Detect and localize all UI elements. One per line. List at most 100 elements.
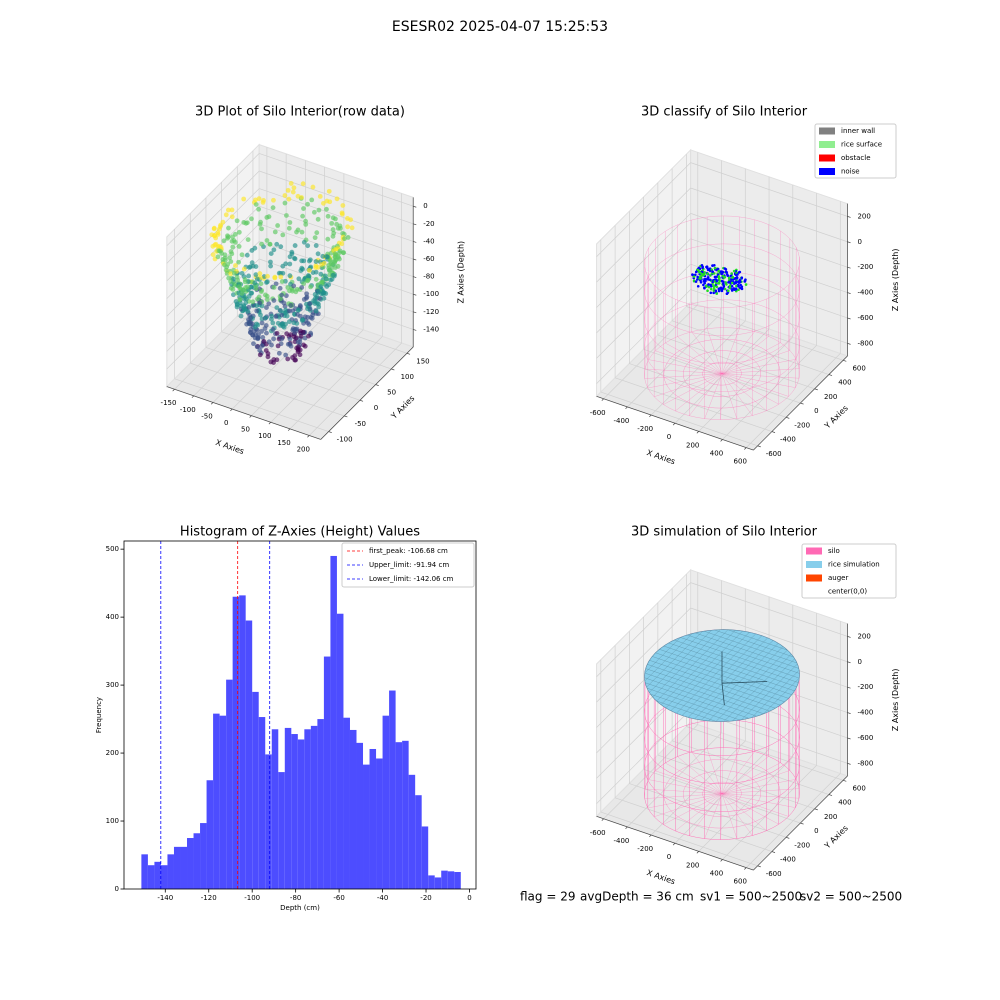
silo-floor-line [721,747,724,794]
silo-floor-line [721,793,779,825]
cloud-point [253,272,259,278]
cloud-point [243,300,249,306]
silo-floor-line [663,373,723,405]
y-axis-label: Frequency [95,697,103,733]
cloud-point [285,356,291,362]
legend-label: rice simulation [828,561,880,569]
grid-line [596,263,691,359]
silo-floor-line [677,756,723,794]
cloud-point [294,326,300,332]
cloud-point [271,336,276,342]
z-tick-label: 0 [857,658,861,666]
plot-title: Histogram of Z-Axies (Height) Values [180,525,420,540]
silo-floor-line [721,336,769,374]
cloud-point [305,273,311,278]
classified-point [696,284,700,288]
grid-line [166,153,260,247]
grid-line [270,329,364,423]
cloud-point [266,214,272,220]
cloud-point [274,305,280,311]
silo-floor-line [655,350,723,374]
classified-point [729,278,733,281]
cloud-point [241,196,247,202]
cloud-point [263,292,268,298]
x-tick-label: -100 [180,406,196,414]
cloud-point [249,260,255,266]
tick-mark [172,388,175,392]
classified-point [727,280,730,284]
cloud-point [331,230,337,236]
classified-point [696,268,700,272]
cloud-point [259,226,264,232]
legend-swatch [819,154,835,162]
histogram: Histogram of Z-Axies (Height) Values -140… [95,525,477,912]
cloud-point [268,251,274,257]
y-tick-label: -200 [794,841,810,849]
x-tick-label: 50 [241,426,250,434]
classified-point [703,281,706,285]
cloud-point [298,313,303,319]
cloud-point [212,242,218,248]
cloud-point [345,224,350,230]
cloud-point [232,281,237,287]
cloud-point [268,259,273,265]
classified-point [702,283,705,287]
hist-bar [356,742,364,889]
x-axis-label: Depth (cm) [280,904,320,912]
classified-point [718,287,721,290]
cloud-point [279,336,285,342]
grid-line [690,162,848,217]
cloud-point [321,200,326,206]
silo-floor-line [721,793,767,831]
tick-mark [307,435,310,438]
cloud-point [246,273,252,279]
classified-point [733,277,736,280]
x-tick-label: 100 [258,432,271,440]
z-tick-label: -600 [857,314,873,322]
y-axis-line [753,355,848,451]
classified-point [738,280,742,284]
classified-point [721,287,725,290]
classified-point [720,270,724,273]
rice-mesh [688,637,768,718]
tick-mark [375,384,379,386]
cloud-point [277,285,283,291]
tick-mark [843,359,847,362]
classified-point [727,289,730,293]
tick-mark [847,686,851,689]
tick-mark [413,329,417,331]
cloud-point [246,304,252,310]
cloud-point [319,291,324,297]
y-tick-label: 200 [106,749,119,757]
grid-line [629,783,787,838]
rice-mesh [694,632,799,669]
rice-mesh [663,645,795,692]
cloud-point [234,302,240,308]
z-tick-label: -40 [423,237,434,245]
silo-floor-line [721,342,781,374]
cloud-point [260,334,266,340]
silo-floor-line [644,368,723,374]
cloud-point [313,265,319,270]
cloud-point [298,333,304,339]
cloud-point [222,252,228,258]
legend-box [341,542,475,588]
rice-mesh [659,649,792,695]
rice-mesh [763,677,800,715]
classified-point [735,284,738,288]
grid-line [259,258,414,313]
silo-floor-line [706,748,723,794]
cloud-point [246,321,252,327]
cloud-point [229,214,235,220]
cloud-point [317,194,323,199]
tick-mark [625,826,628,830]
grid-line [289,336,383,430]
grid-line [174,296,268,390]
grid-line [600,811,758,867]
status-flag: flag = 29 [520,890,575,904]
cloud-point [261,339,267,344]
classified-point [704,277,708,281]
hist-bar [154,861,161,889]
cloud-point [234,274,240,280]
classified-point [709,283,712,287]
